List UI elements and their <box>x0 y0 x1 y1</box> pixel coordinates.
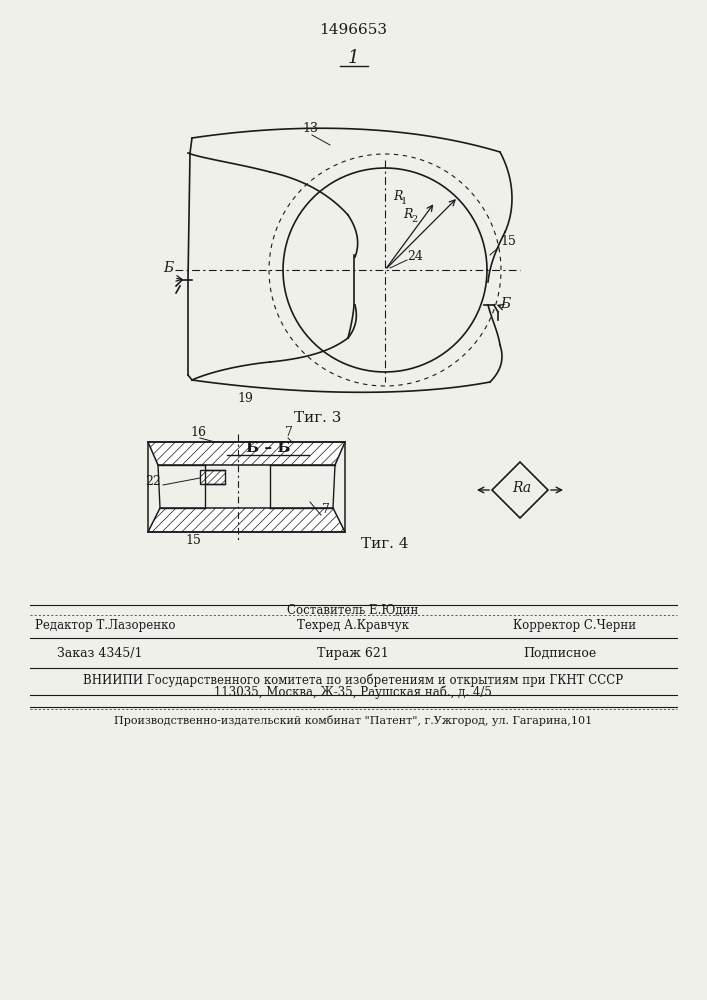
Polygon shape <box>200 470 225 484</box>
Polygon shape <box>148 442 345 465</box>
Text: 113035, Москва, Ж-35, Раушская наб., д. 4/5: 113035, Москва, Ж-35, Раушская наб., д. … <box>214 685 492 699</box>
Text: 13: 13 <box>302 122 318 135</box>
Text: 1: 1 <box>347 49 358 67</box>
Text: 7: 7 <box>322 503 330 516</box>
Text: 15: 15 <box>185 534 201 547</box>
Text: Редактор Т.Лазоренко: Редактор Т.Лазоренко <box>35 618 175 632</box>
Text: Заказ 4345/1: Заказ 4345/1 <box>57 647 143 660</box>
Text: Техред А.Кравчук: Техред А.Кравчук <box>297 618 409 632</box>
Text: Подписное: Подписное <box>523 647 597 660</box>
Text: R: R <box>403 208 412 221</box>
Text: 1: 1 <box>401 197 407 206</box>
Text: Корректор С.Черни: Корректор С.Черни <box>513 618 636 632</box>
Polygon shape <box>200 470 225 484</box>
Text: 22: 22 <box>145 475 160 488</box>
Text: 2: 2 <box>411 215 417 224</box>
Text: Составитель Е.Юдин: Составитель Е.Юдин <box>287 603 419 616</box>
Text: 16: 16 <box>190 426 206 439</box>
Text: Ra: Ra <box>513 481 532 495</box>
Text: 19: 19 <box>237 392 253 405</box>
Text: Б: Б <box>500 297 510 311</box>
Text: 1496653: 1496653 <box>319 23 387 37</box>
Text: Τиг. 4: Τиг. 4 <box>361 537 409 551</box>
Text: ВНИИПИ Государственного комитета по изобретениям и открытиям при ГКНТ СССР: ВНИИПИ Государственного комитета по изоб… <box>83 673 623 687</box>
Text: Б: Б <box>163 261 173 275</box>
Polygon shape <box>148 508 345 532</box>
Polygon shape <box>148 442 345 465</box>
Text: 15: 15 <box>500 235 516 248</box>
Text: Производственно-издательский комбинат "Патент", г.Ужгород, ул. Гагарина,101: Производственно-издательский комбинат "П… <box>114 714 592 726</box>
Text: R: R <box>393 190 402 203</box>
Polygon shape <box>148 508 345 532</box>
Text: Тираж 621: Тираж 621 <box>317 647 389 660</box>
Text: 7: 7 <box>285 426 293 439</box>
Text: Τиг. 3: Τиг. 3 <box>294 411 341 425</box>
Text: 24: 24 <box>407 250 423 263</box>
Text: Б – Б: Б – Б <box>246 441 291 455</box>
